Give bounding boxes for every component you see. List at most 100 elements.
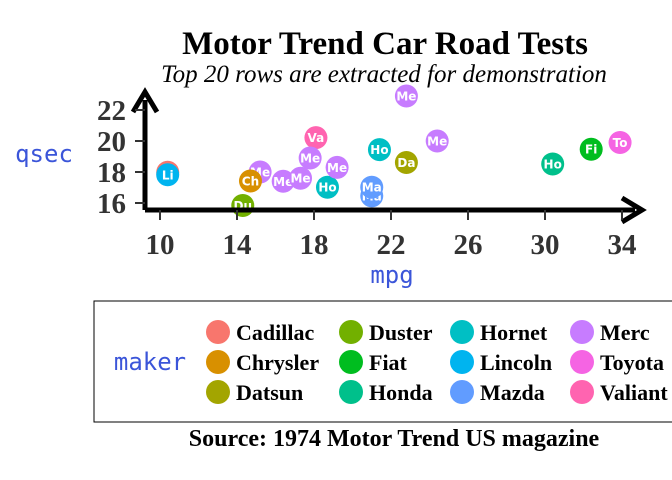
legend-label: Duster — [369, 320, 433, 345]
x-axis-arrowhead — [620, 195, 647, 225]
data-point: Me — [425, 129, 449, 153]
legend-label: Toyota — [600, 350, 664, 375]
data-point-marker — [315, 175, 339, 199]
legend-label: Valiant — [600, 380, 668, 405]
data-point-label: Da — [397, 156, 415, 170]
legend-swatch — [450, 350, 474, 374]
legend-swatch — [339, 320, 363, 344]
legend-label: Mazda — [480, 380, 545, 405]
data-point: Da — [394, 151, 418, 175]
data-point: Me — [325, 155, 349, 179]
chart-caption: Source: 1974 Motor Trend US magazine — [189, 426, 600, 452]
legend-item: Hornet — [450, 320, 548, 345]
y-tick-label: 16 — [97, 188, 126, 220]
x-tick-label: 10 — [146, 229, 175, 261]
data-point: Me — [289, 166, 313, 190]
data-point-marker — [367, 138, 391, 162]
data-point-marker — [360, 175, 384, 199]
y-axis-label: qsec — [15, 140, 73, 168]
data-point: Ho — [315, 175, 339, 199]
data-point-label: To — [613, 136, 628, 150]
data-point-marker — [298, 146, 322, 170]
data-point: To — [608, 131, 632, 155]
data-point-label: Me — [290, 172, 310, 186]
y-tick-label: 22 — [97, 95, 126, 127]
legend-label: Datsun — [236, 380, 303, 405]
data-point-label: Ho — [318, 181, 336, 195]
data-point-label: Va — [308, 131, 325, 145]
data-point-marker — [325, 155, 349, 179]
legend-swatch — [206, 320, 230, 344]
data-point-marker — [304, 126, 328, 150]
x-tick-label: 18 — [300, 229, 329, 261]
legend-item: Duster — [339, 320, 433, 345]
legend-item: Fiat — [339, 350, 408, 375]
data-point-marker — [238, 169, 262, 193]
data-point: Va — [304, 126, 328, 150]
legend-swatch — [570, 320, 594, 344]
legend-swatch — [450, 380, 474, 404]
data-point-marker — [156, 163, 180, 187]
legend-item: Mazda — [450, 380, 545, 405]
data-point-label: Me — [396, 90, 416, 104]
data-point: Ch — [238, 169, 262, 193]
legend-item: Valiant — [570, 380, 668, 405]
data-point: Ma — [360, 175, 384, 199]
data-point-label: Ho — [370, 143, 388, 157]
x-tick-label: 22 — [377, 229, 406, 261]
data-point-label: Ma — [362, 181, 382, 195]
data-point: Li — [156, 163, 180, 187]
x-axis-label: mpg — [370, 261, 413, 289]
data-point-label: Ch — [242, 174, 259, 188]
data-point-marker — [394, 151, 418, 175]
data-point-label: Fi — [585, 143, 597, 157]
data-point-label: Ho — [544, 157, 562, 171]
legend-item: Lincoln — [450, 350, 552, 375]
data-point: Me — [298, 146, 322, 170]
legend-entries: Cadillac Chrysler Datsun Duster Fiat Honda Hor… — [206, 320, 668, 405]
legend-swatch — [339, 380, 363, 404]
data-point: Ho — [541, 152, 565, 176]
data-point-marker — [289, 166, 313, 190]
legend-swatch — [570, 380, 594, 404]
data-point-label: Me — [300, 152, 320, 166]
legend-swatch — [450, 320, 474, 344]
legend-label: Hornet — [480, 320, 548, 345]
data-point-marker — [579, 137, 603, 161]
legend-item: Datsun — [206, 380, 303, 405]
data-point-label: Me — [427, 135, 447, 149]
legend-label: Honda — [369, 380, 433, 405]
data-point-marker — [541, 152, 565, 176]
chart-subtitle: Top 20 rows are extracted for demonstrat… — [161, 61, 607, 88]
data-point: Ho — [367, 138, 391, 162]
data-point: Fi — [579, 137, 603, 161]
legend-swatch — [570, 350, 594, 374]
legend-title: maker — [114, 348, 186, 376]
data-point-marker — [394, 84, 418, 108]
legend-item: Cadillac — [206, 320, 314, 345]
legend-swatch — [206, 350, 230, 374]
x-tick-label: 34 — [608, 229, 637, 261]
x-ticks: 10 14 18 22 26 30 34 — [146, 210, 637, 261]
y-tick-label: 20 — [97, 126, 126, 158]
data-point-label: Me — [327, 161, 347, 175]
data-point-marker — [608, 131, 632, 155]
y-axis-arrowhead — [130, 87, 160, 114]
legend-item: Chrysler — [206, 350, 319, 375]
legend-item: Toyota — [570, 350, 664, 375]
data-point-label: Me — [273, 175, 293, 189]
data-point-marker — [271, 169, 295, 193]
y-tick-label: 18 — [97, 157, 126, 189]
legend-swatch — [339, 350, 363, 374]
legend-item: Merc — [570, 320, 650, 345]
points-layer: MaMaDaHoHoVaDuMeMeMeMeMeMeMeCaLiChFiHoTo — [156, 84, 632, 217]
x-tick-label: 14 — [223, 229, 252, 261]
x-tick-label: 26 — [454, 229, 483, 261]
legend-label: Cadillac — [236, 320, 314, 345]
data-point: Du — [231, 193, 255, 217]
legend-label: Merc — [600, 320, 650, 345]
data-point-label: Li — [162, 168, 174, 182]
chart-title: Motor Trend Car Road Tests — [182, 26, 588, 62]
